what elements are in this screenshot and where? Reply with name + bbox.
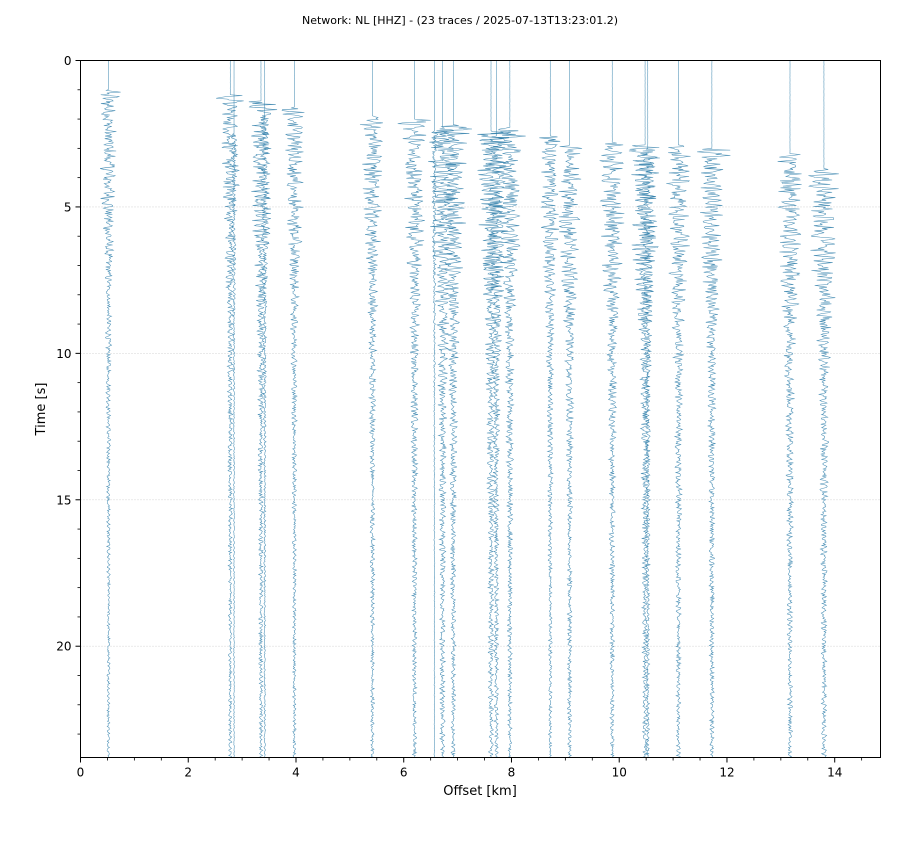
- grid-lines: [80, 206, 881, 647]
- x-tick-label: 12: [719, 766, 734, 780]
- x-tick-label: 2: [184, 766, 192, 780]
- x-tick-label: 8: [508, 766, 516, 780]
- y-tick-label: 5: [64, 200, 72, 214]
- y-tick-label: 15: [56, 493, 71, 507]
- y-tick-label: 0: [64, 54, 72, 68]
- seismic-trace-12: [477, 60, 512, 758]
- y-axis: 0 5 10 15 20: [56, 54, 81, 735]
- seismic-trace-11: [436, 60, 473, 758]
- seismic-trace-2: [216, 60, 244, 758]
- seismic-trace-4: [248, 60, 278, 758]
- seismic-trace-9: [431, 60, 439, 758]
- seismic-trace-15: [539, 60, 561, 758]
- seismic-trace-17: [599, 60, 625, 758]
- seismic-trace-13: [483, 60, 510, 758]
- y-tick-label: 10: [56, 347, 71, 361]
- x-axis-label: Offset [km]: [443, 784, 517, 799]
- seismic-trace-20: [666, 60, 691, 758]
- seismic-trace-21: [697, 60, 731, 758]
- x-tick-label: 14: [827, 766, 842, 780]
- seismic-trace-19: [638, 60, 658, 758]
- trace-group: [99, 60, 839, 758]
- seismic-trace-1: [99, 60, 121, 758]
- seismic-trace-5: [259, 60, 271, 758]
- x-tick-label: 6: [400, 766, 408, 780]
- y-axis-label: Time [s]: [34, 383, 49, 437]
- chart-title: Network: NL [HHZ] - (23 traces / 2025-07…: [302, 14, 618, 27]
- seismic-trace-10: [428, 60, 457, 758]
- plot-frame: [80, 60, 881, 758]
- seismic-trace-8: [397, 60, 431, 758]
- x-axis: 0 2 4 6 8 10 12 14: [77, 757, 863, 780]
- seismic-trace-22: [777, 60, 802, 758]
- x-tick-label: 4: [292, 766, 300, 780]
- seismic-trace-7: [359, 60, 384, 758]
- x-tick-label: 10: [612, 766, 627, 780]
- seismic-trace-16: [558, 60, 583, 758]
- y-tick-label: 20: [56, 640, 71, 654]
- seismic-trace-14: [490, 60, 526, 758]
- seismic-trace-23: [808, 60, 839, 758]
- seismic-trace-18: [628, 60, 660, 758]
- x-tick-label: 0: [77, 766, 85, 780]
- seismic-trace-3: [230, 60, 237, 758]
- seismic-trace-6: [281, 60, 305, 758]
